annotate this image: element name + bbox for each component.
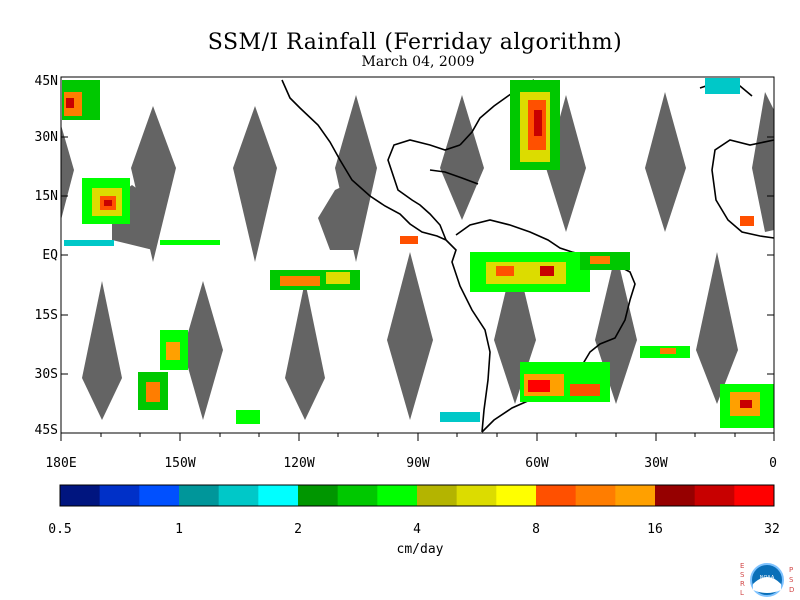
lat-label-15n: 15N (34, 189, 58, 204)
lat-label-15s: 15S (34, 308, 58, 323)
rain-patch (528, 380, 550, 392)
logo-letter: S (740, 571, 745, 579)
swath (546, 95, 586, 232)
colorbar-cell (615, 485, 656, 506)
swath (318, 180, 356, 250)
colorbar-cell (337, 485, 378, 506)
colorbar-label: 32 (764, 522, 780, 537)
colorbar-cell (99, 485, 140, 506)
no-data-swaths (61, 92, 774, 420)
swath (387, 252, 433, 420)
lon-label-150w: 150W (164, 456, 196, 471)
noaa-esrl-psd-logo: NOAA E S R L P S D (740, 562, 794, 597)
colorbar-cell (218, 485, 259, 506)
map-title: SSM/I Rainfall (Ferriday algorithm) (207, 30, 623, 55)
colorbar-label: 0.5 (48, 522, 72, 537)
lon-label-0: 0 (769, 456, 777, 471)
swath (440, 95, 484, 220)
lat-label-30n: 30N (34, 130, 58, 145)
colorbar-cell (377, 485, 418, 506)
rain-patch (400, 236, 418, 244)
logo-letter: R (740, 580, 745, 588)
swath (183, 281, 223, 420)
rain-patch (166, 342, 180, 360)
swath (335, 95, 377, 262)
colorbar-cells (60, 485, 775, 506)
swath (752, 92, 774, 232)
rain-patch (440, 412, 480, 422)
colorbar-cell (536, 485, 577, 506)
rain-patch (660, 348, 676, 354)
lon-label-90w: 90W (406, 456, 430, 471)
colorbar-cell (179, 485, 220, 506)
colorbar-units: cm/day (396, 542, 444, 557)
logo-letter: P (789, 566, 793, 574)
lon-label-120w: 120W (283, 456, 315, 471)
colorbar-cell (575, 485, 616, 506)
rain-patch (705, 78, 740, 94)
rain-patch (534, 110, 542, 136)
rain-patch (496, 266, 514, 276)
colorbar-frame (59, 484, 775, 507)
lat-label-30s: 30S (34, 367, 58, 382)
rain-patch (590, 256, 610, 264)
rainfall-patches (62, 78, 774, 428)
swath (233, 106, 277, 262)
swath (696, 252, 738, 404)
noaa-emblem-text: NOAA (760, 575, 775, 581)
swath (285, 281, 325, 420)
lon-label-180e: 180E (45, 456, 77, 471)
logo-letter: S (789, 576, 794, 584)
rain-patch (740, 216, 754, 226)
lat-label-45s: 45S (34, 423, 58, 438)
colorbar-cell (734, 485, 775, 506)
logo-letter: D (789, 586, 794, 594)
colorbar-cell (694, 485, 735, 506)
colorbar-label: 8 (532, 522, 540, 537)
rain-patch (570, 384, 600, 396)
colorbar-cell (139, 485, 180, 506)
rain-patch (66, 98, 74, 108)
colorbar-cell (456, 485, 497, 506)
rain-patch (146, 382, 160, 402)
lon-label-60w: 60W (525, 456, 549, 471)
rain-patch (540, 266, 554, 276)
colorbar-cell (496, 485, 537, 506)
map-date: March 04, 2009 (361, 54, 475, 70)
lat-label-eq: EQ (42, 248, 58, 263)
colorbar-cell (258, 485, 299, 506)
logo-letter: L (740, 589, 744, 597)
swath (645, 92, 686, 232)
rain-patch (64, 240, 114, 246)
colorbar-cell (417, 485, 458, 506)
lon-label-30w: 30W (644, 456, 668, 471)
colorbar-cell (298, 485, 339, 506)
rain-patch (104, 200, 112, 206)
colorbar-label: 2 (294, 522, 302, 537)
colorbar-cell (655, 485, 696, 506)
lat-label-45n: 45N (34, 74, 58, 89)
rain-patch (160, 240, 220, 245)
swath (82, 281, 122, 420)
colorbar-label: 1 (175, 522, 183, 537)
colorbar-label: 4 (413, 522, 421, 537)
lat-ticks (61, 76, 774, 434)
colorbar-cell (60, 485, 101, 506)
rain-patch (280, 276, 320, 286)
colorbar-label: 16 (647, 522, 663, 537)
lon-ticks (60, 433, 775, 441)
rain-patch (236, 410, 260, 424)
rain-patch (326, 272, 350, 284)
noaa-wave-icon (753, 577, 781, 593)
swath (131, 106, 176, 262)
logo-letter: E (740, 562, 744, 570)
rain-patch (740, 400, 752, 408)
